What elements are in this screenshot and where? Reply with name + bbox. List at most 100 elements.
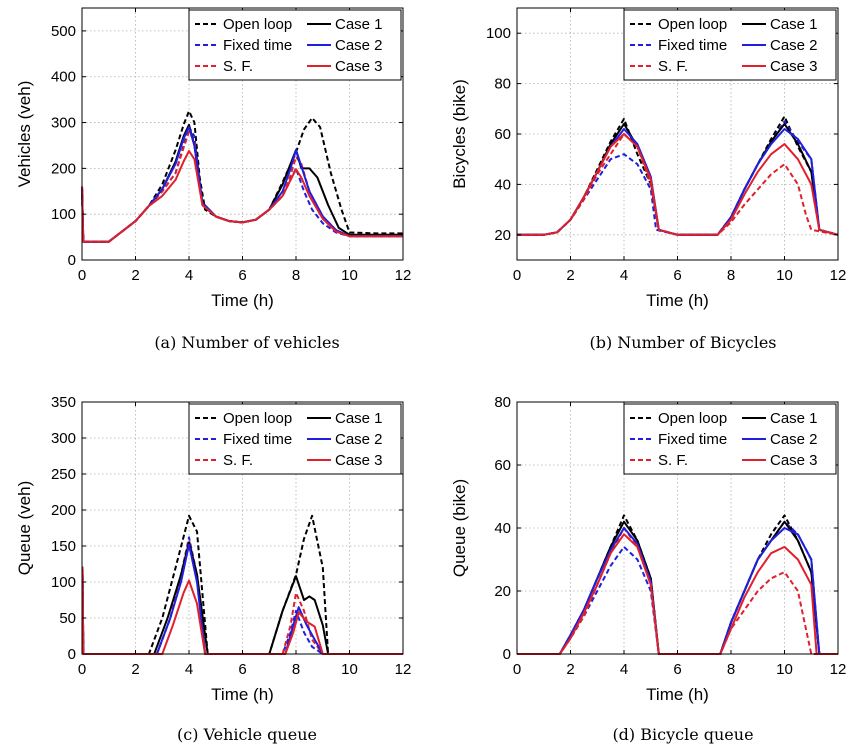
legend-label: Case 3 <box>770 58 818 75</box>
x-tick-label: 2 <box>566 267 574 284</box>
x-tick-label: 2 <box>566 661 574 678</box>
legend-label: Case 3 <box>770 452 818 469</box>
x-tick-label: 10 <box>776 661 793 678</box>
x-tick-label: 6 <box>238 661 246 678</box>
legend-label: Case 3 <box>335 58 383 75</box>
y-tick-label: 0 <box>68 646 76 663</box>
legend-label: Fixed time <box>223 37 292 54</box>
legend-label: Case 1 <box>770 410 818 427</box>
x-tick-label: 12 <box>830 267 847 284</box>
x-axis-label: Time (h) <box>646 291 709 310</box>
y-tick-label: 20 <box>494 227 511 244</box>
series-line-open-loop <box>517 514 838 655</box>
subfigure-caption: (a) Number of vehicles <box>154 333 339 352</box>
y-tick-label: 100 <box>51 206 76 223</box>
y-axis-label: Queue (veh) <box>15 481 34 576</box>
series-line-case-3 <box>517 133 839 236</box>
x-tick-label: 12 <box>830 661 847 678</box>
y-tick-label: 0 <box>503 646 511 663</box>
x-tick-label: 6 <box>673 661 681 678</box>
legend-label: Case 1 <box>770 16 818 33</box>
x-tick-label: 4 <box>620 267 628 284</box>
legend-label: S. F. <box>658 452 688 469</box>
legend-label: S. F. <box>658 58 688 75</box>
legend-label: Fixed time <box>658 37 727 54</box>
legend-label: S. F. <box>223 452 253 469</box>
y-tick-label: 80 <box>494 394 511 411</box>
chart-panel-2: 0 2 4 6 8 10 12 0 50 100 150 200 250 300 350 Time (h) Qu… <box>15 394 411 744</box>
x-tick-label: 8 <box>292 661 300 678</box>
subfigure-caption: (b) Number of Bicycles <box>589 333 776 352</box>
x-tick-label: 12 <box>395 267 412 284</box>
legend-label: Open loop <box>223 16 292 33</box>
legend-box <box>188 403 402 475</box>
x-tick-label: 0 <box>78 267 86 284</box>
y-tick-label: 80 <box>494 76 511 93</box>
y-tick-label: 250 <box>51 466 76 483</box>
x-tick-label: 8 <box>292 267 300 284</box>
legend-label: S. F. <box>223 58 253 75</box>
x-axis-label: Time (h) <box>211 291 274 310</box>
x-tick-label: 6 <box>238 267 246 284</box>
legend: Open loop Fixed time S. F. Case 1 Case 2 Case… <box>188 403 402 475</box>
legend-label: Case 1 <box>335 16 383 33</box>
legend: Open loop Fixed time S. F. Case 1 Case 2 Case… <box>188 9 402 81</box>
legend-label: Case 2 <box>335 431 383 448</box>
chart-panel-0: 0 2 4 6 8 10 12 0 100 200 300 400 500 Time (h) Vehicle… <box>15 7 412 352</box>
x-tick-label: 0 <box>78 661 86 678</box>
legend: Open loop Fixed time S. F. Case 1 Case 2 Case… <box>623 9 837 81</box>
legend-label: Fixed time <box>658 431 727 448</box>
x-tick-label: 6 <box>673 267 681 284</box>
y-tick-label: 60 <box>494 457 511 474</box>
y-tick-label: 100 <box>486 25 511 42</box>
legend-label: Case 3 <box>335 452 383 469</box>
y-tick-label: 200 <box>51 160 76 177</box>
y-axis-label: Vehicles (veh) <box>15 81 34 188</box>
y-tick-label: 300 <box>51 115 76 132</box>
subfigure-caption: (d) Bicycle queue <box>612 725 753 744</box>
y-tick-label: 350 <box>51 394 76 411</box>
chart-panel-3: 0 2 4 6 8 10 12 0 20 40 60 80 Time (h) Queue (bike) Op… <box>450 394 846 744</box>
legend-label: Open loop <box>658 16 727 33</box>
subfigure-caption: (c) Vehicle queue <box>177 725 317 744</box>
series-line-case-3 <box>81 150 403 243</box>
x-tick-label: 4 <box>185 661 193 678</box>
legend-box <box>623 9 837 81</box>
y-tick-label: 400 <box>51 69 76 86</box>
y-tick-label: 40 <box>494 520 511 537</box>
y-tick-label: 500 <box>51 23 76 40</box>
x-tick-label: 4 <box>620 661 628 678</box>
legend-box <box>623 403 837 475</box>
y-axis-label: Queue (bike) <box>450 479 469 577</box>
series-line-open-loop <box>81 110 403 243</box>
legend: Open loop Fixed time S. F. Case 1 Case 2 Case… <box>623 403 837 475</box>
x-tick-label: 10 <box>776 267 793 284</box>
x-tick-label: 4 <box>185 267 193 284</box>
y-tick-label: 150 <box>51 538 76 555</box>
legend-label: Open loop <box>658 410 727 427</box>
x-axis-label: Time (h) <box>646 685 709 704</box>
x-tick-label: 10 <box>341 267 358 284</box>
y-tick-label: 40 <box>494 176 511 193</box>
legend-label: Open loop <box>223 410 292 427</box>
legend-label: Case 1 <box>335 410 383 427</box>
y-tick-label: 20 <box>494 583 511 600</box>
legend-label: Case 2 <box>335 37 383 54</box>
y-axis-label: Bicycles (bike) <box>450 79 469 189</box>
x-tick-label: 0 <box>513 661 521 678</box>
y-tick-label: 0 <box>68 252 76 269</box>
y-tick-label: 200 <box>51 502 76 519</box>
x-tick-label: 0 <box>513 267 521 284</box>
x-tick-label: 8 <box>727 267 735 284</box>
legend-label: Case 2 <box>770 37 818 54</box>
chart-panel-1: 0 2 4 6 8 10 12 20 40 60 80 100 Time (h) Bicycles (bi… <box>450 7 847 352</box>
legend-label: Case 2 <box>770 431 818 448</box>
x-tick-label: 2 <box>131 267 139 284</box>
series-line-s-f- <box>81 539 403 655</box>
x-axis-label: Time (h) <box>211 685 274 704</box>
legend-label: Fixed time <box>223 431 292 448</box>
legend-box <box>188 9 402 81</box>
y-tick-label: 50 <box>59 610 76 627</box>
x-tick-label: 12 <box>395 661 412 678</box>
